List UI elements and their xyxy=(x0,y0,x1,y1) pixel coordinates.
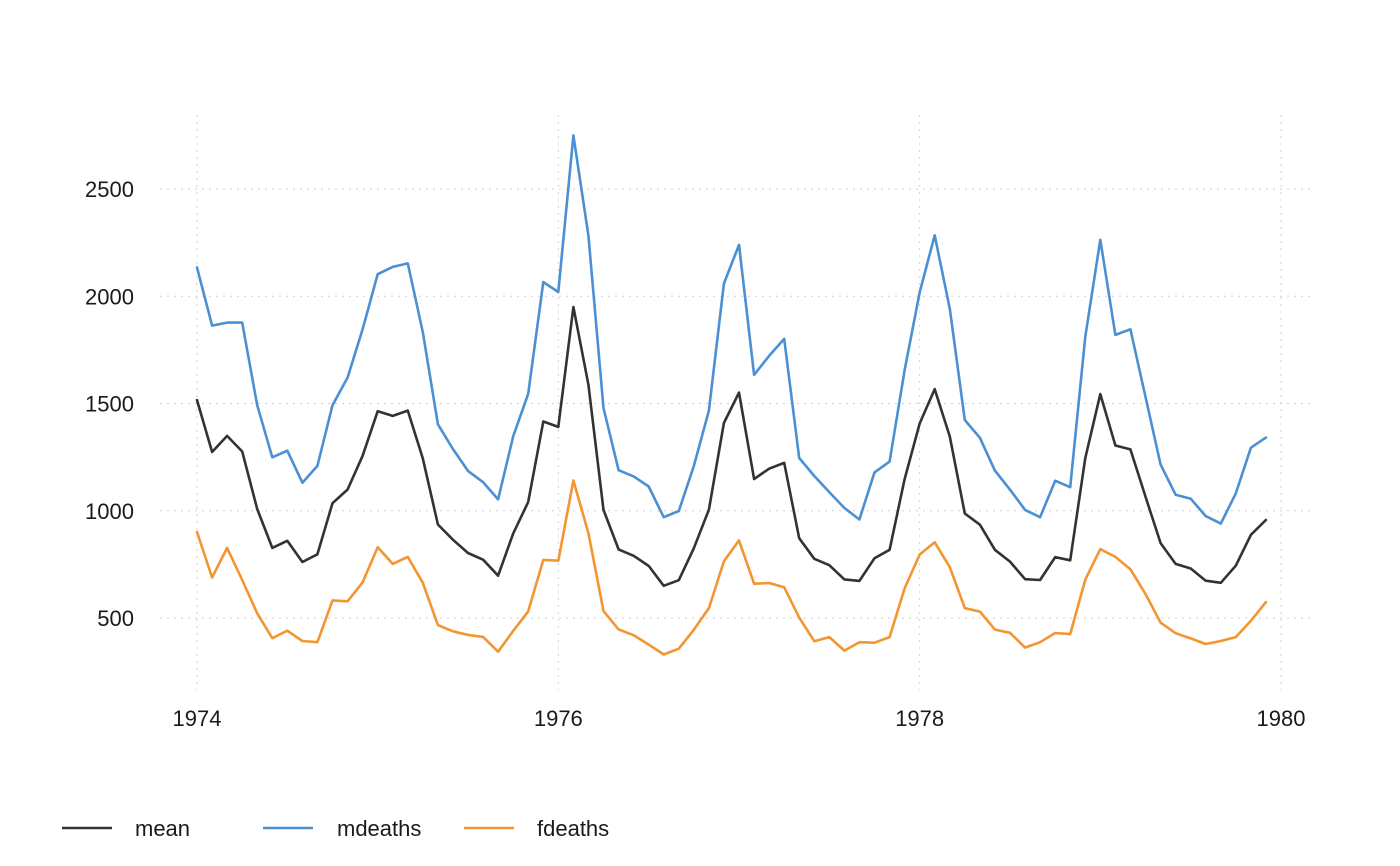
legend-label: mean xyxy=(135,816,190,841)
x-tick-label: 1976 xyxy=(534,706,583,731)
series-line-fdeaths xyxy=(195,479,1268,656)
x-tick-label: 1978 xyxy=(895,706,944,731)
y-tick-label: 1000 xyxy=(85,499,134,524)
series-line-mdeaths xyxy=(195,134,1268,525)
legend-item-fdeaths: fdeaths xyxy=(464,816,609,841)
legend-item-mdeaths: mdeaths xyxy=(263,816,421,841)
x-tick-label: 1980 xyxy=(1257,706,1306,731)
series-lines xyxy=(195,134,1268,656)
y-tick-label: 1500 xyxy=(85,392,134,417)
legend-item-mean: mean xyxy=(62,816,190,841)
x-tick-label: 1974 xyxy=(173,706,222,731)
legend-label: mdeaths xyxy=(337,816,421,841)
y-tick-label: 2500 xyxy=(85,177,134,202)
series-line-mean xyxy=(195,305,1268,588)
legend: mean mdeaths fdeaths xyxy=(62,816,609,841)
axis-tick-labels: 500 1000 1500 2000 2500 1974 1976 1978 1980 xyxy=(85,177,1305,731)
legend-label: fdeaths xyxy=(537,816,609,841)
y-tick-label: 500 xyxy=(97,606,134,631)
y-tick-label: 2000 xyxy=(85,284,134,309)
